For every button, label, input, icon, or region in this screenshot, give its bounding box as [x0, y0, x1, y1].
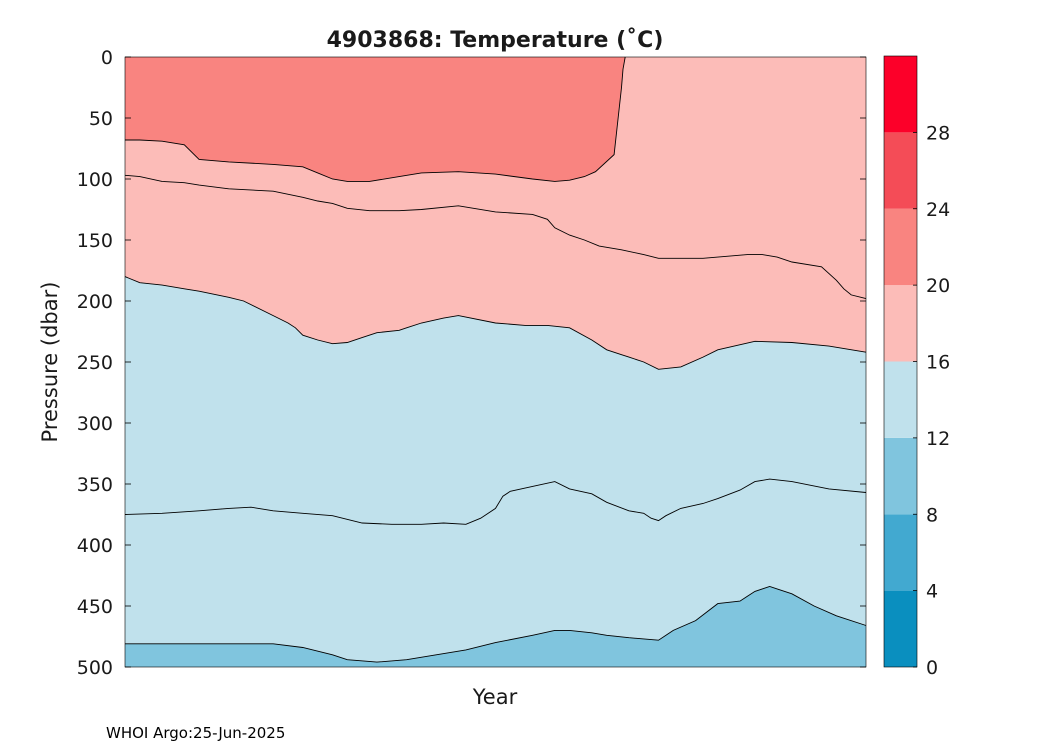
y-tick-label-300: 300 — [77, 413, 113, 435]
colorbar-tick-label-16: 16 — [926, 352, 950, 374]
isotherm-line-12 — [124, 276, 867, 370]
y-tick-label-100: 100 — [77, 169, 113, 191]
y-tick-label-200: 200 — [77, 291, 113, 313]
colorbar-tick-label-8: 8 — [926, 504, 938, 526]
colorbar-tick-label-12: 12 — [926, 428, 950, 450]
plot-area — [124, 56, 867, 668]
band-8-12 — [125, 586, 866, 667]
y-axis: 0 50 100 150 200 250 300 350 400 450 500 — [77, 47, 866, 679]
y-tick-label-400: 400 — [77, 535, 113, 557]
footer-credit: WHOI Argo:25-Jun-2025 — [106, 724, 286, 742]
colorbar-segment-16 — [884, 285, 917, 362]
band-20-24 — [125, 57, 626, 182]
colorbar-tick-label-4: 4 — [926, 581, 938, 603]
y-tick-label-150: 150 — [77, 230, 113, 252]
colorbar-tick-label-20: 20 — [926, 275, 950, 297]
colorbar-tick-label-0: 0 — [926, 657, 938, 679]
x-axis-label: Year — [472, 685, 518, 709]
isotherm-line-16 — [124, 174, 867, 300]
colorbar: 0 4 8 12 16 20 24 28 — [883, 55, 950, 679]
y-tick-label-50: 50 — [89, 108, 113, 130]
colorbar-segment-4 — [884, 514, 917, 591]
y-axis-label: Pressure (dbar) — [38, 282, 62, 443]
colorbar-tick-label-24: 24 — [926, 199, 950, 221]
isotherm-line-8 — [125, 586, 867, 663]
colorbar-segment-8 — [884, 437, 917, 515]
colorbar-segment-24 — [884, 132, 917, 209]
y-tick-label-0: 0 — [101, 47, 113, 69]
chart-title: 4903868: Temperature (˚C) — [327, 28, 664, 53]
colorbar-segment-28 — [884, 56, 917, 133]
colorbar-segment-20 — [884, 208, 917, 286]
y-tick-label-450: 450 — [77, 596, 113, 618]
colorbar-segment-0 — [884, 590, 917, 667]
y-tick-label-350: 350 — [77, 474, 113, 496]
y-tick-label-500: 500 — [77, 657, 113, 679]
colorbar-segment-12 — [884, 361, 917, 438]
colorbar-tick-label-28: 28 — [926, 122, 950, 144]
y-tick-label-250: 250 — [77, 352, 113, 374]
isotherm-line-12b — [124, 478, 867, 525]
isotherm-line-20 — [125, 56, 626, 182]
